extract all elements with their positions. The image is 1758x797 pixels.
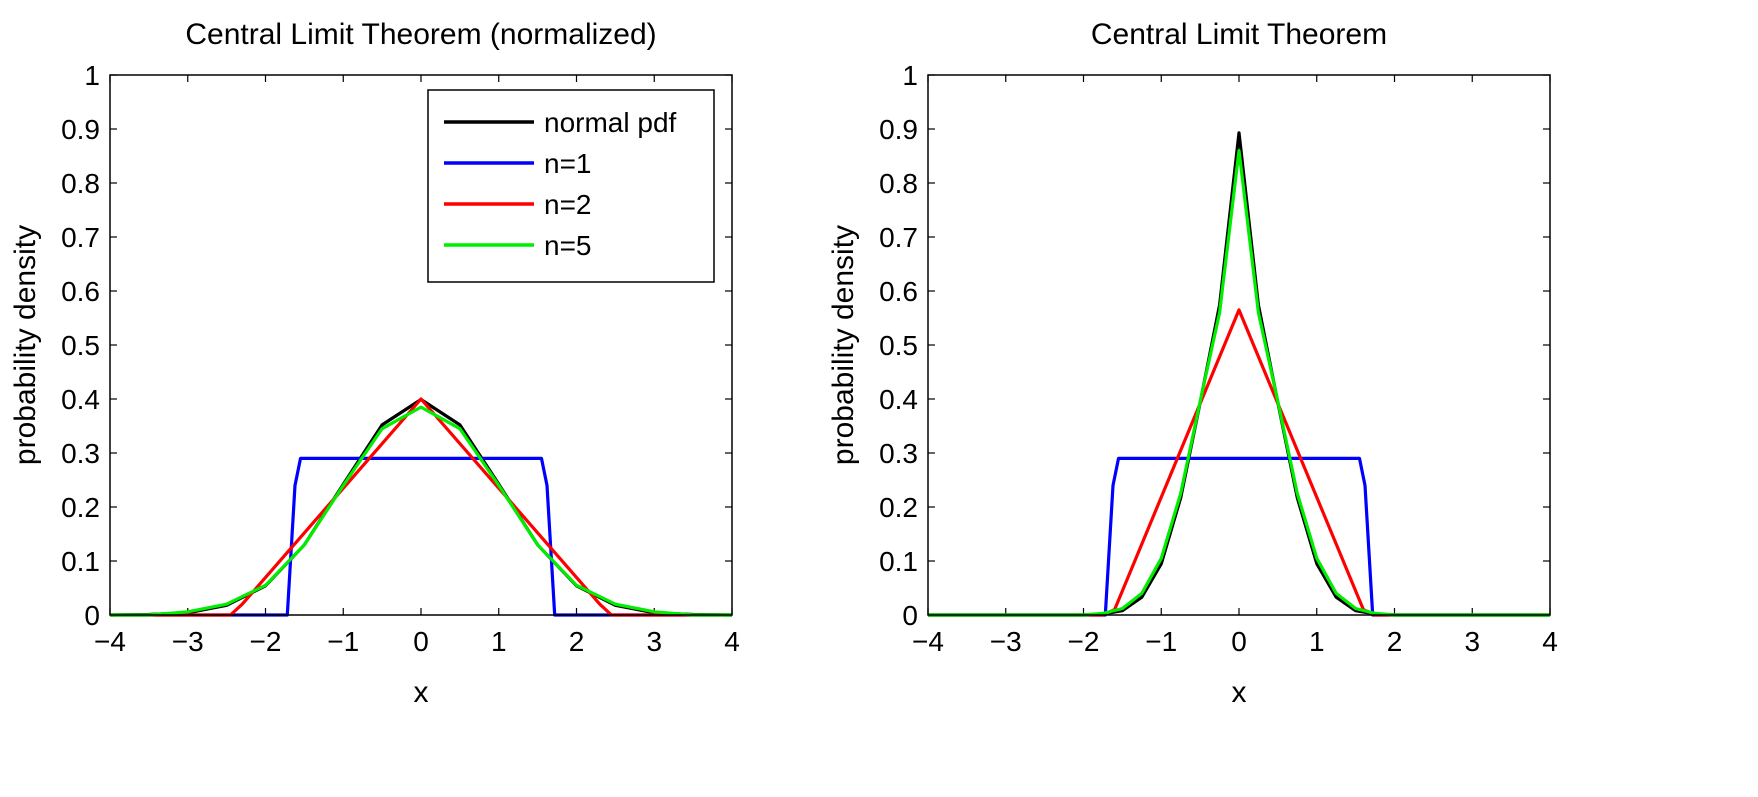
y-tick-label: 0 (84, 600, 100, 631)
series-layer (928, 131, 1550, 617)
legend: normal pdf n=1 n=2 n=5 (427, 89, 715, 283)
y-tick-label: 0.9 (61, 114, 100, 145)
plot-unnormalized: Central Limit Theorem x probability dens… (827, 18, 1558, 709)
y-tick-label: 0.1 (61, 546, 100, 577)
y-tick-label: 0 (902, 600, 918, 631)
legend-label: n=1 (544, 148, 592, 179)
x-tick-label: 0 (1231, 626, 1247, 657)
y-tick-label: 0.1 (879, 546, 918, 577)
y-tick-label: 0.6 (61, 276, 100, 307)
y-tick-label: 0.4 (879, 384, 918, 415)
y-tick-label: 0.5 (879, 330, 918, 361)
x-tick-label: −3 (990, 626, 1022, 657)
series-line-n-5 (928, 149, 1550, 617)
series-line-n-2 (928, 308, 1550, 617)
y-tick-label: 0.8 (879, 168, 918, 199)
series-line-normal-pdf (109, 397, 733, 617)
x-axis-label: x (414, 676, 429, 709)
plot-frame (109, 74, 733, 616)
y-tick-label: 0.7 (61, 222, 100, 253)
y-tick-label: 0.2 (879, 492, 918, 523)
series-line-n-5 (110, 405, 732, 617)
x-tick-label: −1 (327, 626, 359, 657)
series-line-n-1 (928, 456, 1550, 617)
x-tick-label: 1 (491, 626, 507, 657)
y-tick-label: 0.9 (879, 114, 918, 145)
x-tick-label: −4 (94, 626, 126, 657)
y-axis-label: probability density (9, 225, 42, 465)
plot-normalized: Central Limit Theorem (normalized) x pro… (9, 18, 740, 709)
tick-layer: −4 −3 −2 −1 0 1 2 3 4 0 0.1 0.2 0.3 0.4 0.5 0.6 0.7 0.8 0.… (61, 60, 740, 657)
x-tick-label: 3 (1464, 626, 1480, 657)
x-tick-label: −2 (1068, 626, 1100, 657)
plot-frame (927, 74, 1551, 616)
y-axis-label: probability density (827, 225, 860, 465)
y-tick-label: 0.6 (879, 276, 918, 307)
y-tick-label: 0.7 (879, 222, 918, 253)
y-tick-label: 1 (902, 60, 918, 91)
x-tick-label: −1 (1145, 626, 1177, 657)
x-tick-label: −2 (250, 626, 282, 657)
tick-layer: −4 −3 −2 −1 0 1 2 3 4 0 0.1 0.2 0.3 0.4 0.5 0.6 0.7 0.8 0.… (879, 60, 1558, 657)
series-line-normal-pdf (928, 131, 1550, 617)
chart-title: Central Limit Theorem (normalized) (185, 18, 656, 51)
y-tick-label: 0.8 (61, 168, 100, 199)
x-tick-label: 2 (569, 626, 585, 657)
series-line-n-2 (110, 397, 732, 617)
x-tick-label: 3 (646, 626, 662, 657)
x-tick-label: 4 (1542, 626, 1558, 657)
x-tick-label: 1 (1309, 626, 1325, 657)
x-tick-label: 2 (1387, 626, 1403, 657)
legend-label: normal pdf (544, 107, 677, 138)
y-tick-label: 0.3 (879, 438, 918, 469)
series-layer (109, 397, 733, 617)
chart-title: Central Limit Theorem (1091, 18, 1387, 51)
legend-label: n=5 (544, 230, 592, 261)
x-tick-label: −4 (912, 626, 944, 657)
x-axis-label: x (1232, 676, 1247, 709)
y-tick-label: 0.4 (61, 384, 100, 415)
y-tick-label: 0.5 (61, 330, 100, 361)
series-line-n-1 (110, 456, 732, 617)
y-tick-label: 0.3 (61, 438, 100, 469)
y-tick-label: 1 (84, 60, 100, 91)
y-tick-label: 0.2 (61, 492, 100, 523)
x-tick-label: 0 (413, 626, 429, 657)
legend-label: n=2 (544, 189, 592, 220)
x-tick-label: −3 (172, 626, 204, 657)
x-tick-label: 4 (724, 626, 740, 657)
